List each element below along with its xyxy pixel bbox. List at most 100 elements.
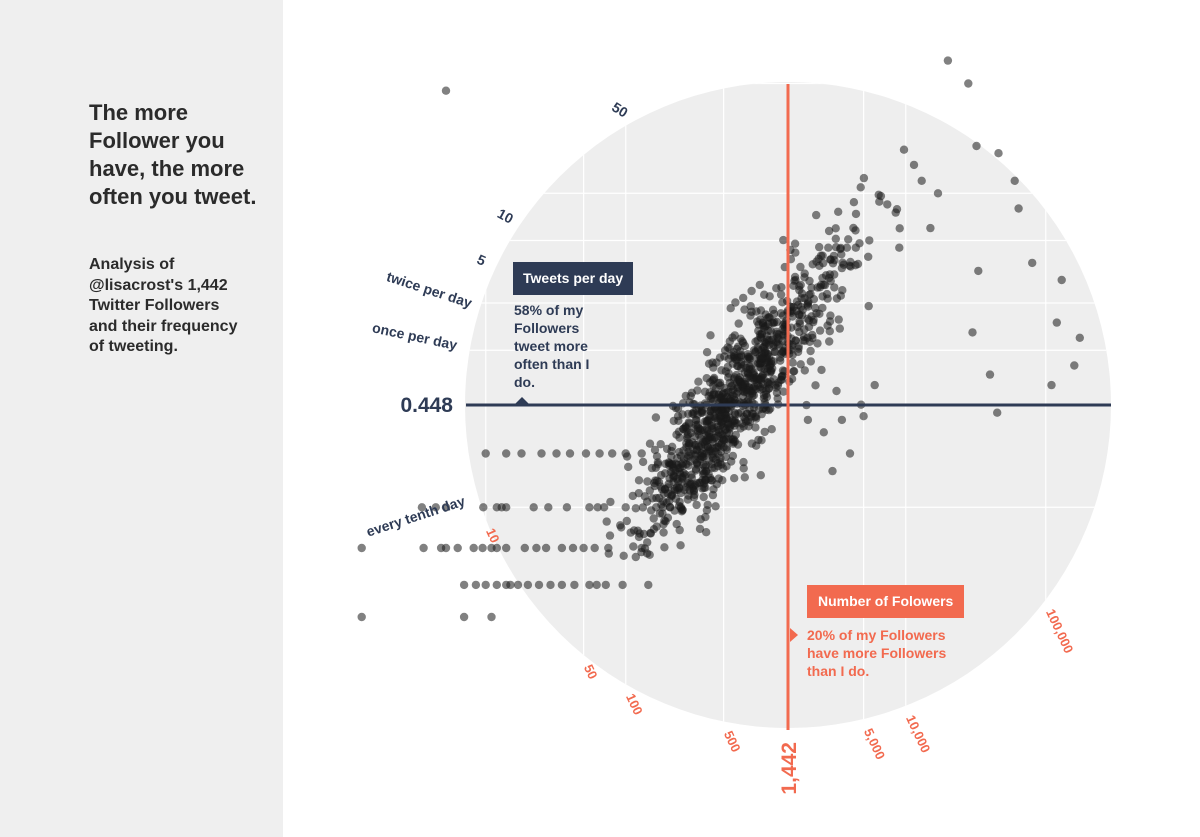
x-tick-label: 5,000: [861, 726, 888, 762]
data-point: [926, 223, 935, 233]
data-point: [417, 503, 427, 512]
followers-note: 20% of my Followers have more Followers …: [807, 627, 947, 679]
data-point: [557, 543, 567, 553]
data-point: [728, 451, 738, 461]
data-point: [859, 173, 869, 183]
data-point: [772, 388, 782, 397]
data-point: [808, 330, 817, 340]
data-point: [828, 466, 837, 476]
data-point: [621, 503, 630, 512]
x-tick-label: 50: [581, 662, 601, 681]
data-point: [357, 543, 366, 553]
data-point: [502, 503, 511, 512]
data-point: [834, 315, 843, 324]
data-point: [853, 259, 863, 269]
data-point: [676, 541, 685, 550]
data-point: [730, 474, 739, 483]
data-point: [1070, 361, 1079, 370]
data-point: [699, 492, 708, 502]
data-point: [459, 580, 469, 590]
data-point: [895, 243, 904, 252]
data-point: [788, 340, 797, 350]
data-point: [1047, 380, 1056, 390]
data-point: [1014, 204, 1023, 213]
data-point: [650, 478, 659, 488]
data-point: [672, 430, 681, 439]
data-point: [431, 503, 440, 512]
data-point: [701, 460, 711, 470]
data-point: [647, 506, 656, 515]
data-point: [675, 525, 684, 535]
data-point: [789, 367, 799, 376]
data-point: [667, 452, 676, 461]
data-point: [634, 489, 643, 498]
data-point: [753, 343, 763, 352]
data-point: [760, 290, 769, 299]
data-point: [1010, 176, 1019, 185]
data-point: [808, 260, 817, 269]
data-point: [779, 235, 788, 245]
data-point: [653, 460, 663, 469]
data-point: [728, 333, 737, 342]
data-point: [715, 428, 724, 437]
data-point: [733, 361, 743, 371]
data-point: [506, 580, 515, 590]
data-point: [701, 512, 710, 522]
data-point: [686, 391, 695, 401]
x-tick-label: 500: [721, 728, 744, 754]
data-point: [657, 500, 666, 509]
data-point: [826, 255, 835, 264]
data-point: [743, 350, 752, 359]
data-point: [807, 312, 816, 321]
data-point: [733, 382, 742, 392]
data-point: [479, 503, 488, 512]
data-point: [800, 269, 809, 278]
data-point: [985, 370, 995, 379]
data-point: [811, 381, 820, 390]
data-point: [702, 528, 711, 537]
data-point: [656, 440, 665, 449]
data-point: [601, 580, 610, 590]
data-point: [357, 612, 366, 622]
data-point: [761, 339, 770, 349]
data-point: [652, 452, 662, 461]
data-point: [541, 543, 551, 553]
data-point: [481, 449, 490, 458]
data-point: [680, 472, 689, 481]
data-point: [649, 514, 658, 523]
data-point: [697, 452, 707, 461]
data-point: [740, 305, 749, 314]
data-point: [725, 422, 734, 432]
y-tick-label: every tenth day: [364, 493, 467, 540]
reference-value-tweets: 0.448: [400, 394, 453, 417]
data-point: [832, 294, 842, 303]
data-point: [762, 405, 771, 414]
data-point: [964, 79, 973, 88]
data-point: [735, 373, 744, 382]
data-point: [845, 449, 855, 458]
data-point: [797, 294, 806, 303]
data-point: [736, 347, 745, 356]
data-point: [767, 425, 776, 434]
data-point: [895, 224, 904, 233]
data-point: [471, 580, 481, 590]
data-point: [870, 380, 879, 390]
data-point: [744, 385, 753, 394]
data-point: [585, 503, 594, 512]
tweets-per-day-label: Tweets per day: [513, 262, 634, 295]
data-point: [702, 348, 712, 357]
data-point: [631, 504, 640, 513]
data-point: [766, 366, 775, 375]
data-point: [637, 449, 646, 458]
data-point: [742, 363, 751, 373]
data-point: [648, 494, 657, 503]
data-point: [715, 353, 725, 362]
data-point: [441, 543, 451, 553]
data-point: [846, 257, 855, 267]
data-point: [824, 243, 833, 252]
data-point: [593, 503, 602, 512]
data-point: [565, 449, 575, 458]
x-tick-label: 10: [483, 526, 503, 545]
data-point: [834, 207, 843, 216]
data-point: [819, 428, 828, 437]
